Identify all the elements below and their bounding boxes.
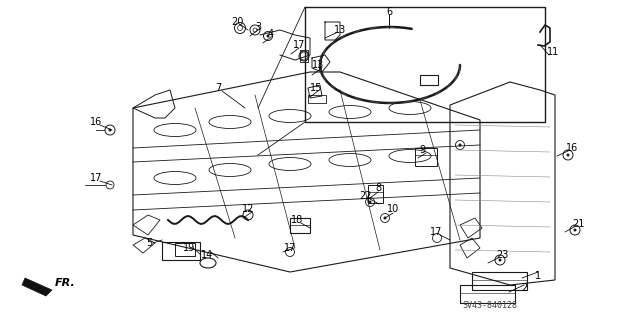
Bar	[460, 285, 515, 303]
Text: 22: 22	[360, 191, 372, 201]
Circle shape	[266, 34, 269, 38]
Circle shape	[383, 217, 387, 219]
Text: 16: 16	[90, 117, 102, 127]
Text: 6: 6	[386, 7, 392, 17]
Text: 23: 23	[496, 250, 508, 260]
Circle shape	[109, 129, 111, 131]
Text: 13: 13	[334, 25, 346, 35]
Text: 14: 14	[201, 250, 213, 260]
Circle shape	[369, 201, 371, 204]
Bar	[420, 75, 438, 85]
Circle shape	[499, 258, 502, 262]
Polygon shape	[22, 278, 52, 296]
Text: 5: 5	[146, 238, 152, 248]
Text: 11: 11	[547, 47, 559, 57]
Text: 3: 3	[255, 22, 261, 32]
Text: 8: 8	[375, 183, 381, 193]
Bar	[472, 272, 527, 290]
Bar	[290, 218, 310, 233]
Text: 16: 16	[566, 143, 578, 153]
Bar	[305, 7, 545, 122]
Text: 17: 17	[284, 243, 296, 253]
Text: 17: 17	[90, 173, 102, 183]
Bar	[415, 148, 437, 166]
Bar	[162, 242, 200, 260]
Circle shape	[573, 228, 577, 232]
Text: 10: 10	[387, 204, 399, 214]
Text: 9: 9	[419, 145, 425, 155]
Text: 18: 18	[291, 215, 303, 225]
Text: 4: 4	[268, 29, 274, 39]
Bar	[368, 185, 383, 203]
Text: 15: 15	[310, 83, 322, 93]
Text: 7: 7	[215, 83, 221, 93]
Text: 1: 1	[535, 271, 541, 281]
Text: 19: 19	[183, 243, 195, 253]
Text: 20: 20	[231, 17, 243, 27]
Circle shape	[458, 144, 461, 146]
Text: 21: 21	[572, 219, 584, 229]
Text: 2: 2	[521, 283, 527, 293]
Bar	[308, 95, 326, 103]
Text: FR.: FR.	[55, 278, 76, 288]
Text: 17: 17	[293, 40, 305, 50]
Text: 12: 12	[242, 204, 254, 214]
Bar	[175, 243, 195, 256]
Text: 17: 17	[430, 227, 442, 237]
Text: SV43-840128: SV43-840128	[463, 301, 518, 310]
Circle shape	[566, 153, 570, 157]
Text: 13: 13	[312, 60, 324, 70]
